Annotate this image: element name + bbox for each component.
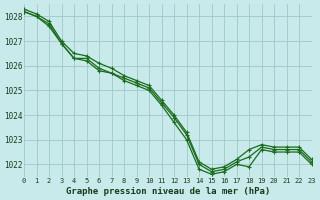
X-axis label: Graphe pression niveau de la mer (hPa): Graphe pression niveau de la mer (hPa)	[66, 187, 270, 196]
